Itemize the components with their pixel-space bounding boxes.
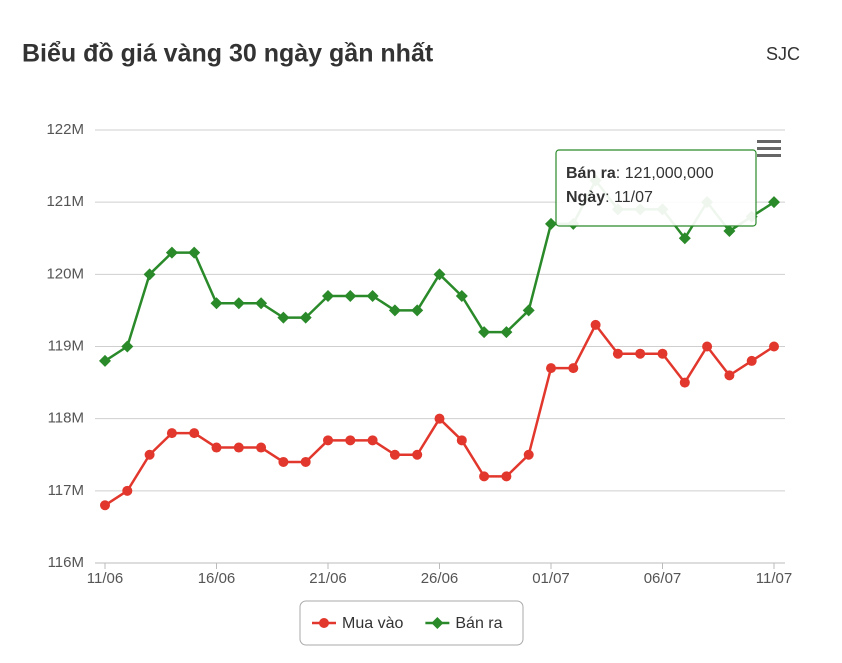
point [144, 449, 155, 460]
point [99, 354, 111, 367]
point [501, 471, 512, 482]
x-tick-label: 11/07 [756, 570, 792, 587]
y-tick-label: 121M [46, 193, 84, 210]
point [679, 377, 690, 388]
menu-bar [757, 154, 781, 157]
menu-button[interactable] [752, 136, 784, 162]
point [431, 617, 444, 629]
point [256, 442, 267, 453]
point [188, 246, 201, 259]
menu-bar [757, 147, 781, 150]
x-tick-label: 06/07 [644, 570, 682, 587]
point [657, 348, 668, 359]
point [523, 449, 534, 460]
y-tick-label: 116M [48, 554, 84, 571]
point [635, 348, 646, 359]
point [678, 232, 691, 245]
point [278, 456, 289, 467]
point [769, 341, 779, 352]
point [100, 500, 110, 511]
point [211, 442, 222, 453]
point [322, 289, 334, 302]
point [568, 363, 579, 374]
y-tick-label: 120M [46, 265, 84, 282]
legend-label: Mua vào [342, 615, 403, 632]
point [319, 618, 329, 628]
point [768, 196, 780, 209]
point [299, 311, 312, 324]
legend-box [299, 600, 524, 646]
chart-subtitle: SJC [766, 44, 800, 64]
point [478, 326, 491, 339]
point [345, 435, 356, 446]
point [433, 268, 446, 281]
tooltip: Bán ra: 121,000,000 Ngày: 11/07 [555, 149, 757, 227]
point [189, 428, 200, 439]
point [344, 289, 357, 302]
tooltip-line: Ngày: 11/07 [566, 189, 653, 206]
point [500, 326, 513, 339]
point [366, 289, 379, 302]
point [255, 297, 268, 310]
tooltip-box [555, 149, 757, 227]
tooltip-separator: : [616, 165, 625, 182]
legend-item[interactable]: Bán ra [425, 615, 503, 632]
tooltip-date: 11/07 [614, 189, 653, 206]
point [143, 268, 156, 281]
point [232, 297, 245, 310]
tooltip-value: 121,000,000 [625, 165, 714, 182]
point [210, 297, 223, 310]
point [233, 442, 244, 453]
point [456, 435, 467, 446]
tooltip-date-label: Ngày [566, 189, 605, 206]
point [367, 435, 378, 446]
point [122, 485, 133, 496]
x-tick-label: 16/06 [198, 570, 236, 587]
point [434, 413, 445, 424]
y-tick-label: 118M [48, 410, 84, 427]
point [702, 341, 713, 352]
point [323, 435, 333, 446]
point [546, 363, 556, 374]
legend-item[interactable]: Mua vào [312, 615, 403, 632]
point [723, 225, 736, 238]
point [590, 319, 601, 330]
tooltip-separator: : [605, 189, 614, 206]
point [166, 428, 177, 439]
x-tick-label: 01/07 [532, 570, 570, 587]
point [746, 355, 757, 366]
point [388, 304, 401, 317]
point [455, 289, 468, 302]
point [411, 304, 424, 317]
chart-title: Biểu đồ giá vàng 30 ngày gần nhất [22, 40, 434, 68]
point [479, 471, 490, 482]
point [121, 340, 134, 353]
point [277, 311, 290, 324]
point [412, 449, 423, 460]
tooltip-line: Bán ra: 121,000,000 [566, 165, 714, 182]
y-tick-label: 117M [48, 482, 84, 499]
menu-bar [757, 140, 781, 143]
point [612, 348, 623, 359]
point [300, 456, 311, 467]
y-tick-label: 122M [46, 121, 84, 138]
point [389, 449, 400, 460]
x-tick-label: 26/06 [421, 570, 459, 587]
point [522, 304, 535, 317]
point [724, 370, 735, 381]
point [545, 217, 557, 230]
legend-label: Bán ra [455, 615, 502, 632]
x-tick-label: 11/06 [87, 570, 123, 587]
tooltip-series: Bán ra [566, 165, 616, 182]
y-tick-label: 119M [48, 337, 84, 354]
point [165, 246, 178, 259]
x-tick-label: 21/06 [309, 570, 347, 587]
legend: Mua vào Bán ra [299, 600, 524, 646]
